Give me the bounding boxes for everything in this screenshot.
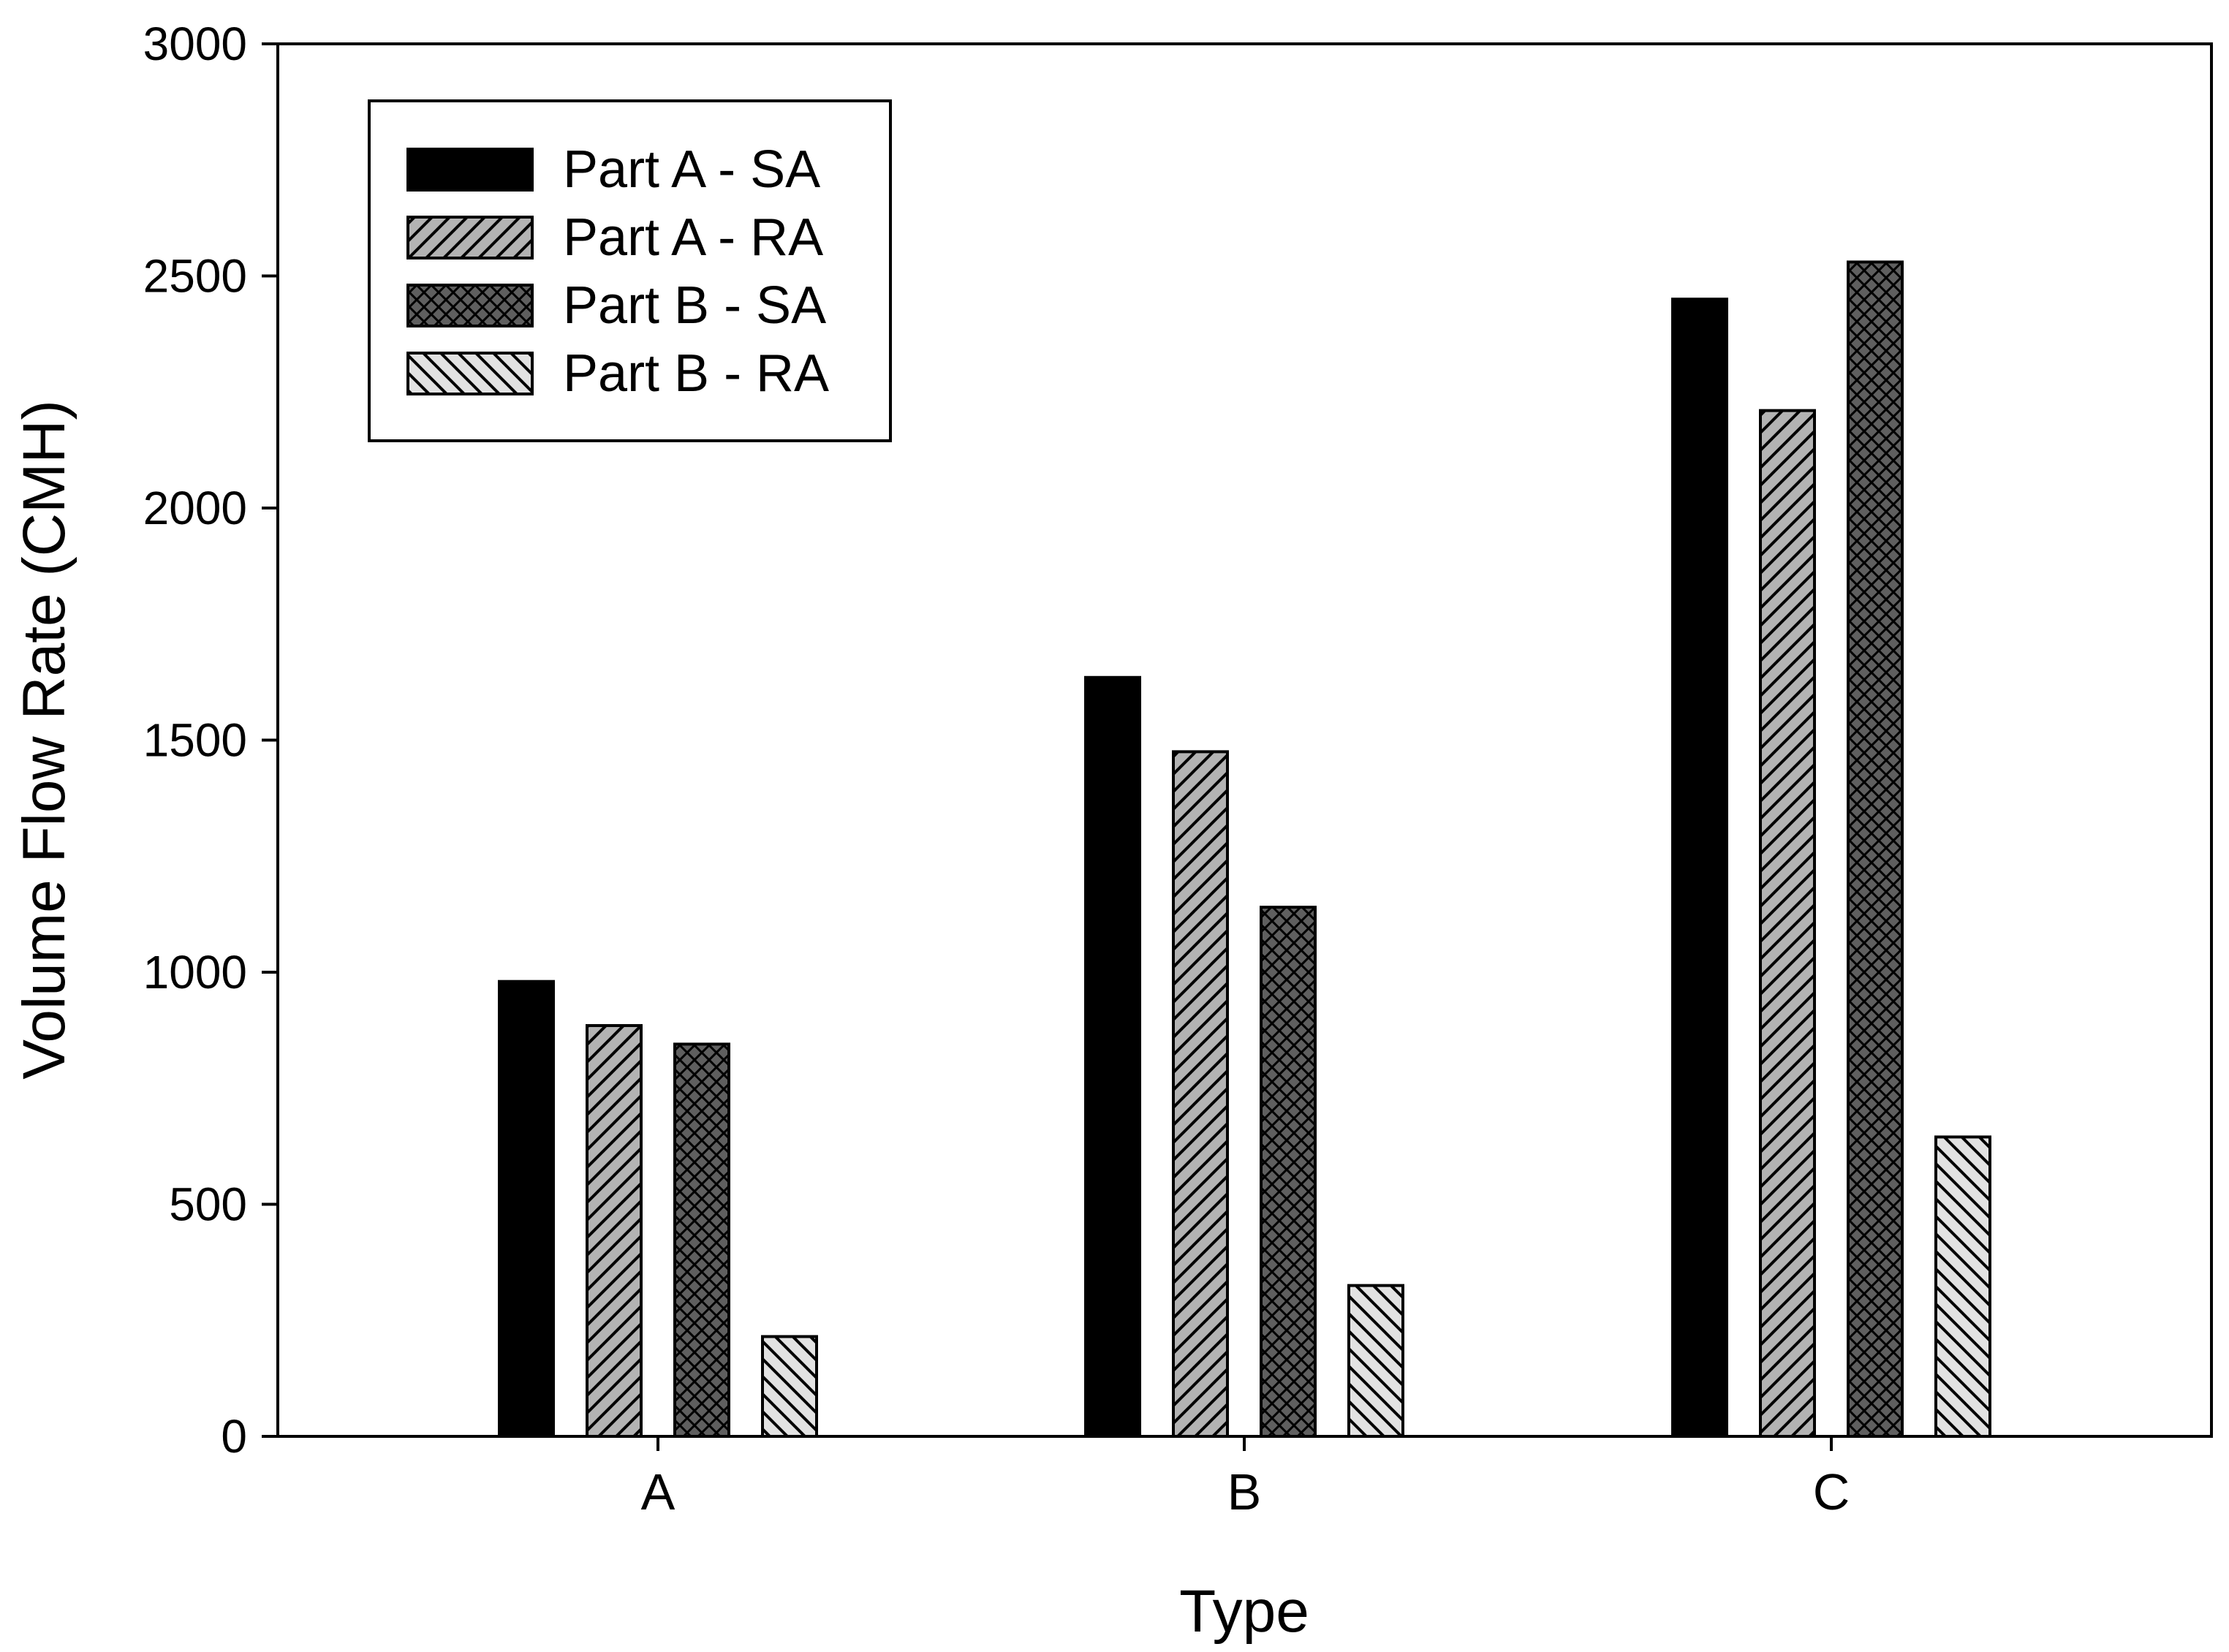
legend-label: Part B - SA xyxy=(563,276,826,335)
bar-b-part-a-ra xyxy=(1172,750,1229,1438)
bar-c-part-a-ra xyxy=(1759,409,1816,1438)
y-tick-label: 2500 xyxy=(143,250,247,303)
y-tick-label: 1000 xyxy=(143,946,247,999)
bar-b-part-a-sa xyxy=(1084,675,1141,1438)
legend-swatch xyxy=(406,216,534,259)
legend-label: Part B - RA xyxy=(563,344,829,403)
legend: Part A - SA Part A - RA Part B - SA Part B … xyxy=(368,99,892,442)
y-axis: 0 500 1000 1500 2000 2500 3000 xyxy=(143,18,278,1463)
legend-label: Part A - RA xyxy=(563,208,823,267)
y-tick-label: 0 xyxy=(221,1410,247,1463)
bar-c-part-a-sa xyxy=(1671,298,1728,1438)
legend-label: Part A - SA xyxy=(563,140,820,199)
x-tick-label: C xyxy=(1813,1463,1850,1520)
x-axis: A B C xyxy=(641,1436,1850,1520)
bar-b-part-b-sa xyxy=(1260,906,1317,1438)
y-tick-label: 500 xyxy=(169,1178,247,1231)
bar-c-part-b-sa xyxy=(1847,260,1904,1439)
x-axis-title: Type xyxy=(1179,1578,1309,1645)
bar-a-part-b-sa xyxy=(673,1042,730,1439)
x-tick-label: A xyxy=(641,1463,675,1520)
y-axis-title: Volume Flow Rate (CMH) xyxy=(11,400,77,1080)
legend-swatch xyxy=(406,148,534,192)
legend-swatch xyxy=(406,284,534,327)
y-tick-label: 3000 xyxy=(143,18,247,70)
bar-a-part-a-ra xyxy=(586,1024,643,1438)
bar-c-part-b-ra xyxy=(1934,1135,1991,1439)
legend-swatch xyxy=(406,352,534,395)
bar-a-part-a-sa xyxy=(498,980,555,1438)
plot-frame xyxy=(276,42,2213,1438)
y-tick-label: 2000 xyxy=(143,482,247,534)
bar-a-part-b-ra xyxy=(761,1335,818,1438)
y-tick-label: 1500 xyxy=(143,714,247,767)
x-tick-label: B xyxy=(1227,1463,1262,1520)
bar-b-part-b-ra xyxy=(1347,1284,1404,1438)
